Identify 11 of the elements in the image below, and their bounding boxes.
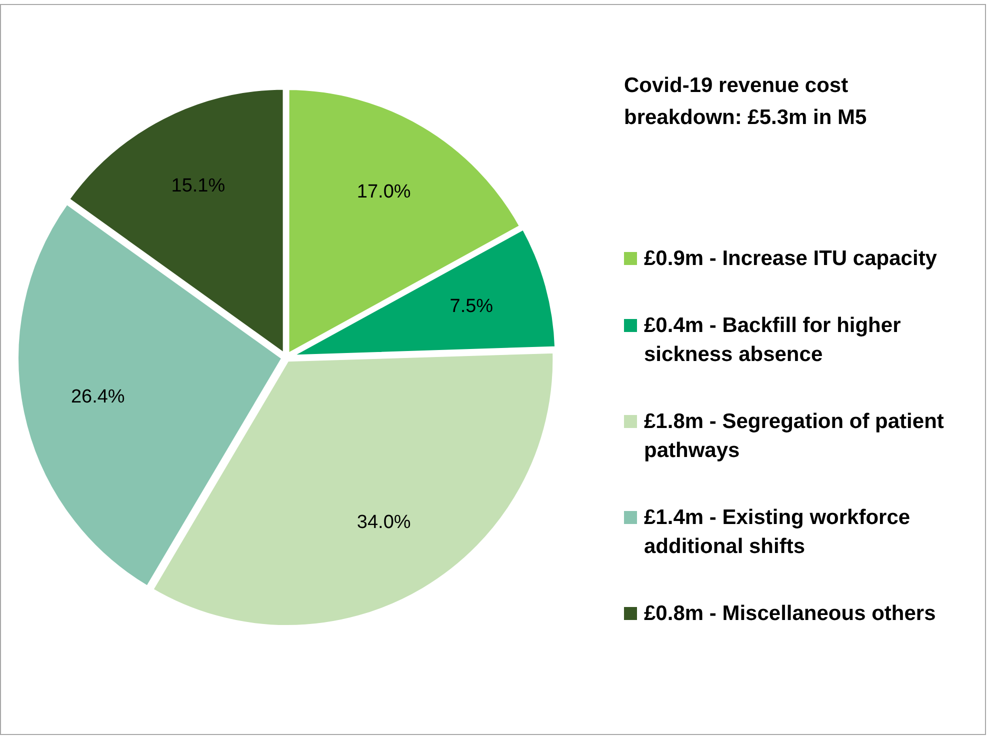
chart-title: Covid-19 revenue cost breakdown: £5.3m in M5 (624, 73, 868, 131)
data-label: 26.4% (70, 386, 125, 408)
data-label: 34.0% (356, 512, 411, 534)
data-label: 15.1% (171, 176, 226, 197)
legend-label: £0.9m - Increase ITU capacity (644, 247, 937, 270)
legend-label: £0.8m - Miscellaneous others (644, 602, 936, 625)
legend-label: £0.4m - Backfill for higher sickness absence (644, 314, 901, 366)
legend-label: £1.8m - Segregation of patient pathways (644, 410, 944, 462)
data-label: 17.0% (356, 181, 411, 202)
legend-label: £1.4m - Existing workforce additional shifts (644, 506, 910, 558)
data-label: 7.5% (450, 296, 494, 318)
